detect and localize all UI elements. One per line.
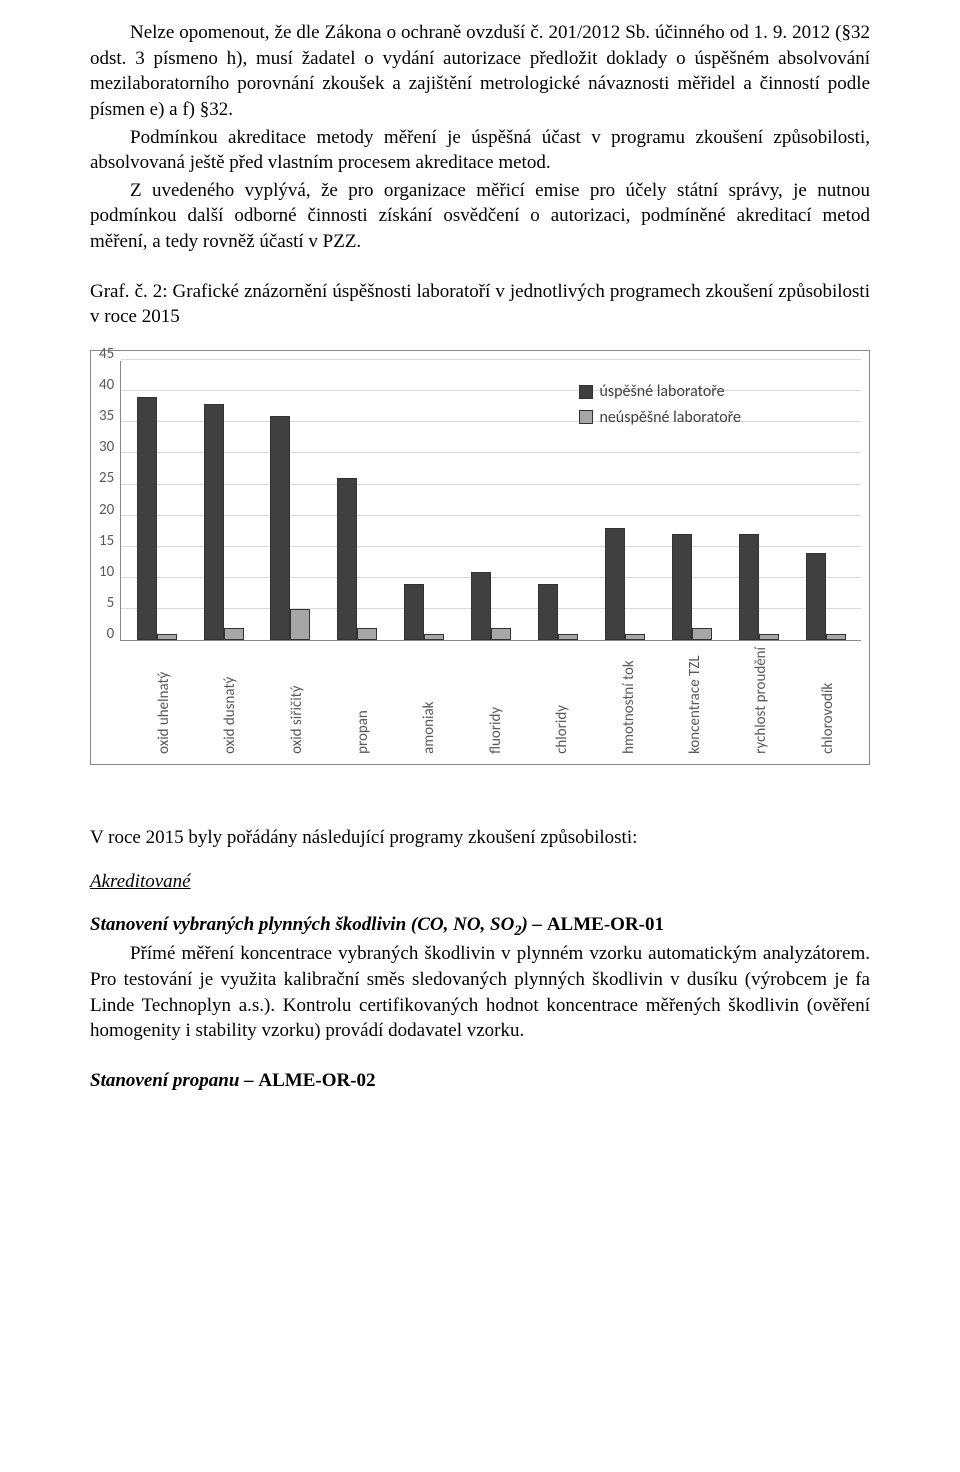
- bar-group: [190, 404, 257, 640]
- x-label-slot: chloridy: [529, 647, 595, 754]
- bar-group: [792, 553, 859, 640]
- legend-row: úspěšné laboratoře: [579, 381, 741, 403]
- x-label-slot: propan: [330, 647, 396, 754]
- x-tick-label: oxid uhelnatý: [154, 647, 174, 754]
- bar: [337, 478, 357, 640]
- bar: [538, 584, 558, 640]
- bar: [204, 404, 224, 640]
- program-1-code: ALME-OR-01: [547, 914, 664, 935]
- x-tick-label: oxid siřičitý: [287, 647, 307, 754]
- bar: [471, 572, 491, 640]
- bar: [491, 628, 511, 640]
- chart-plot-row: 051015202530354045 úspěšné laboratoře neú…: [99, 361, 861, 641]
- x-tick-label: rychlost proudění: [751, 647, 771, 754]
- accredited-heading: Akreditované: [90, 869, 870, 895]
- bar: [558, 634, 578, 640]
- x-tick-label: chloridy: [552, 647, 572, 754]
- bar-group: [391, 584, 458, 640]
- bar: [826, 634, 846, 640]
- bar-group: [725, 534, 792, 640]
- chart-plot-area: úspěšné laboratoře neúspěšné laboratoře: [120, 361, 861, 641]
- program-1-title-a: Stanovení vybraných plynných škodlivin (…: [90, 914, 514, 935]
- program-2-title: Stanovení propanu –: [90, 1070, 258, 1091]
- program-2-heading: Stanovení propanu – ALME-OR-02: [90, 1068, 870, 1094]
- x-label-slot: rychlost proudění: [728, 647, 794, 754]
- x-tick-label: amoniak: [419, 647, 439, 754]
- program-2-code: ALME-OR-02: [258, 1070, 375, 1091]
- bar-group: [123, 397, 190, 640]
- gridline: [121, 359, 861, 360]
- bar: [290, 609, 310, 640]
- bar: [692, 628, 712, 640]
- gridline: [121, 390, 861, 391]
- chart-container: 051015202530354045 úspěšné laboratoře neú…: [90, 350, 870, 765]
- bar: [739, 534, 759, 640]
- bar: [806, 553, 826, 640]
- accredited-label: Akreditované: [90, 871, 191, 892]
- bar: [270, 416, 290, 640]
- program-1-description: Přímé měření koncentrace vybraných škodl…: [90, 941, 870, 1044]
- legend-label: neúspěšné laboratoře: [599, 407, 741, 429]
- bar: [424, 634, 444, 640]
- chart-legend: úspěšné laboratoře neúspěšné laboratoře: [579, 381, 741, 432]
- x-tick-label: chlorovodík: [818, 647, 838, 754]
- bar-group: [458, 572, 525, 640]
- x-tick-label: oxid dusnatý: [220, 647, 240, 754]
- x-label-slot: oxid uhelnatý: [131, 647, 197, 754]
- legend-row: neúspěšné laboratoře: [579, 407, 741, 429]
- x-label-slot: oxid dusnatý: [197, 647, 263, 754]
- bar-group: [658, 534, 725, 640]
- bar: [224, 628, 244, 640]
- bar: [357, 628, 377, 640]
- bar: [605, 528, 625, 640]
- legend-swatch: [579, 410, 593, 424]
- bar-group: [591, 528, 658, 640]
- program-1-heading: Stanovení vybraných plynných škodlivin (…: [90, 912, 870, 941]
- bar: [625, 634, 645, 640]
- bar-group: [525, 584, 592, 640]
- bar-group: [257, 416, 324, 640]
- x-tick-label: hmotnostní tok: [619, 647, 639, 754]
- x-label-slot: fluoridy: [463, 647, 529, 754]
- programs-intro: V roce 2015 byly pořádány následující pr…: [90, 825, 870, 851]
- chart-caption: Graf. č. 2: Grafické znázornění úspěšnos…: [90, 279, 870, 330]
- bar: [404, 584, 424, 640]
- bar-group: [324, 478, 391, 640]
- x-label-slot: koncentrace TZL: [662, 647, 728, 754]
- bar: [157, 634, 177, 640]
- paragraph-2: Podmínkou akreditace metody měření je ús…: [90, 125, 870, 176]
- bar: [672, 534, 692, 640]
- chart-y-axis: 051015202530354045: [99, 361, 120, 641]
- x-label-slot: hmotnostní tok: [596, 647, 662, 754]
- paragraph-3: Z uvedeného vyplývá, že pro organizace m…: [90, 178, 870, 255]
- bar: [137, 397, 157, 640]
- paragraph-1: Nelze opomenout, že dle Zákona o ochraně…: [90, 20, 870, 123]
- x-tick-label: koncentrace TZL: [685, 647, 705, 754]
- program-1-title-b: ) –: [521, 914, 546, 935]
- x-tick-label: propan: [353, 647, 373, 754]
- x-label-slot: chlorovodík: [795, 647, 861, 754]
- x-tick-label: fluoridy: [486, 647, 506, 754]
- x-label-slot: oxid siřičitý: [264, 647, 330, 754]
- legend-swatch: [579, 385, 593, 399]
- x-label-slot: amoniak: [396, 647, 462, 754]
- bar: [759, 634, 779, 640]
- legend-label: úspěšné laboratoře: [599, 381, 724, 403]
- chart-x-axis: oxid uhelnatý oxid dusnatý oxid siřičitý pr…: [131, 647, 861, 754]
